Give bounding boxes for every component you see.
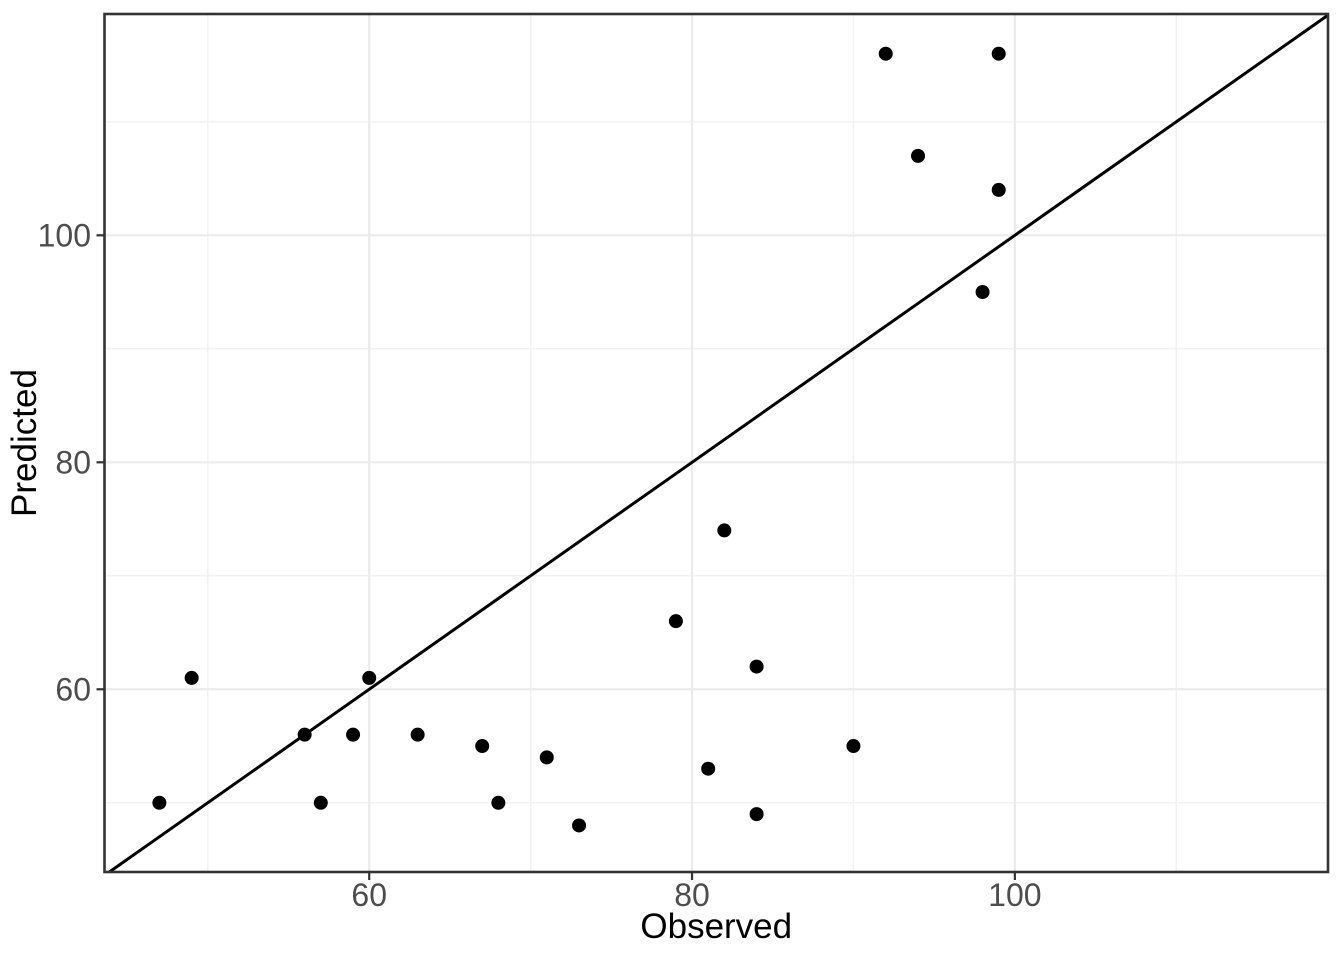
data-point xyxy=(991,182,1006,197)
data-point xyxy=(184,670,199,685)
data-point xyxy=(539,750,554,765)
data-point xyxy=(297,727,312,742)
x-axis-tick-label: 80 xyxy=(674,877,710,913)
y-axis-title: Predicted xyxy=(5,369,44,517)
data-point xyxy=(346,727,361,742)
data-point xyxy=(152,795,167,810)
x-axis-tick-label: 60 xyxy=(351,877,387,913)
x-axis-title: Observed xyxy=(640,907,792,946)
data-point xyxy=(975,285,990,300)
data-point xyxy=(362,670,377,685)
data-point xyxy=(410,727,425,742)
data-point xyxy=(491,795,506,810)
data-point xyxy=(701,761,716,776)
y-axis-tick-label: 60 xyxy=(55,671,91,707)
data-point xyxy=(572,818,587,833)
data-point xyxy=(991,46,1006,61)
data-point xyxy=(749,807,764,822)
y-axis-tick-label: 80 xyxy=(55,444,91,480)
data-point xyxy=(878,46,893,61)
data-point xyxy=(313,795,328,810)
data-point xyxy=(475,739,490,754)
data-point xyxy=(749,659,764,674)
data-point xyxy=(911,148,926,163)
x-axis-tick-label: 100 xyxy=(988,877,1041,913)
data-point xyxy=(717,523,732,538)
y-axis-tick-label: 100 xyxy=(38,217,91,253)
identity-reference-line xyxy=(108,13,1329,874)
panel-border xyxy=(103,12,1330,874)
data-point xyxy=(668,614,683,629)
data-point xyxy=(846,739,861,754)
